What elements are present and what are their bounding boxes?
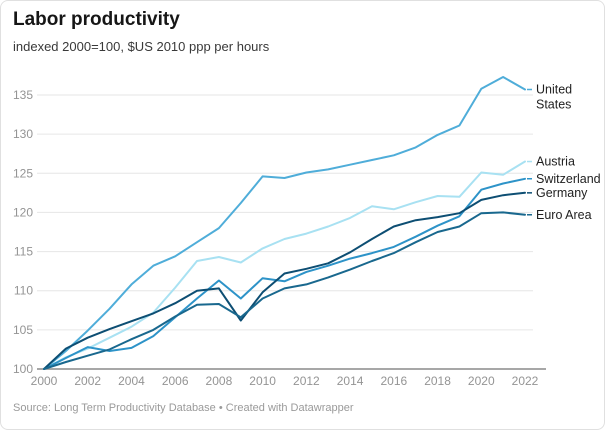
series-line-austria xyxy=(43,160,526,370)
series-line-united-states xyxy=(43,76,526,370)
series-line-euro-area xyxy=(43,211,526,370)
chart-subtitle: indexed 2000=100, $US 2010 ppp per hours xyxy=(13,39,270,54)
y-tick-label: 120 xyxy=(13,205,33,219)
x-tick-label: 2006 xyxy=(162,374,189,388)
y-tick-label: 130 xyxy=(13,127,33,141)
x-tick-label: 2016 xyxy=(380,374,407,388)
source-attribution: Source: Long Term Productivity Database … xyxy=(13,402,354,414)
series-label-united-states: United States xyxy=(536,83,572,112)
x-tick-label: 2022 xyxy=(512,374,539,388)
x-tick-label: 2002 xyxy=(74,374,101,388)
x-tick-label: 2010 xyxy=(249,374,276,388)
series-line-switzerland xyxy=(43,177,526,370)
y-tick-label: 115 xyxy=(14,245,33,259)
y-tick-label: 125 xyxy=(13,166,33,180)
x-tick-label: 2000 xyxy=(31,374,58,388)
y-tick-label: 105 xyxy=(13,323,33,337)
series-label-germany: Germany xyxy=(536,186,588,200)
y-tick-label: 110 xyxy=(14,284,33,298)
x-tick-label: 2004 xyxy=(118,374,145,388)
y-tick-label: 135 xyxy=(13,88,33,102)
series-label-switzerland: Switzerland xyxy=(536,172,601,186)
x-tick-label: 2012 xyxy=(293,374,320,388)
series-label-euro-area: Euro Area xyxy=(536,208,592,222)
x-tick-label: 2014 xyxy=(337,374,364,388)
series-label-austria: Austria xyxy=(536,155,575,169)
x-tick-label: 2020 xyxy=(468,374,495,388)
x-tick-label: 2008 xyxy=(206,374,233,388)
chart-title: Labor productivity xyxy=(13,9,180,30)
series-line-germany xyxy=(43,191,526,370)
y-tick-label: 100 xyxy=(13,362,33,376)
x-tick-label: 2018 xyxy=(424,374,451,388)
